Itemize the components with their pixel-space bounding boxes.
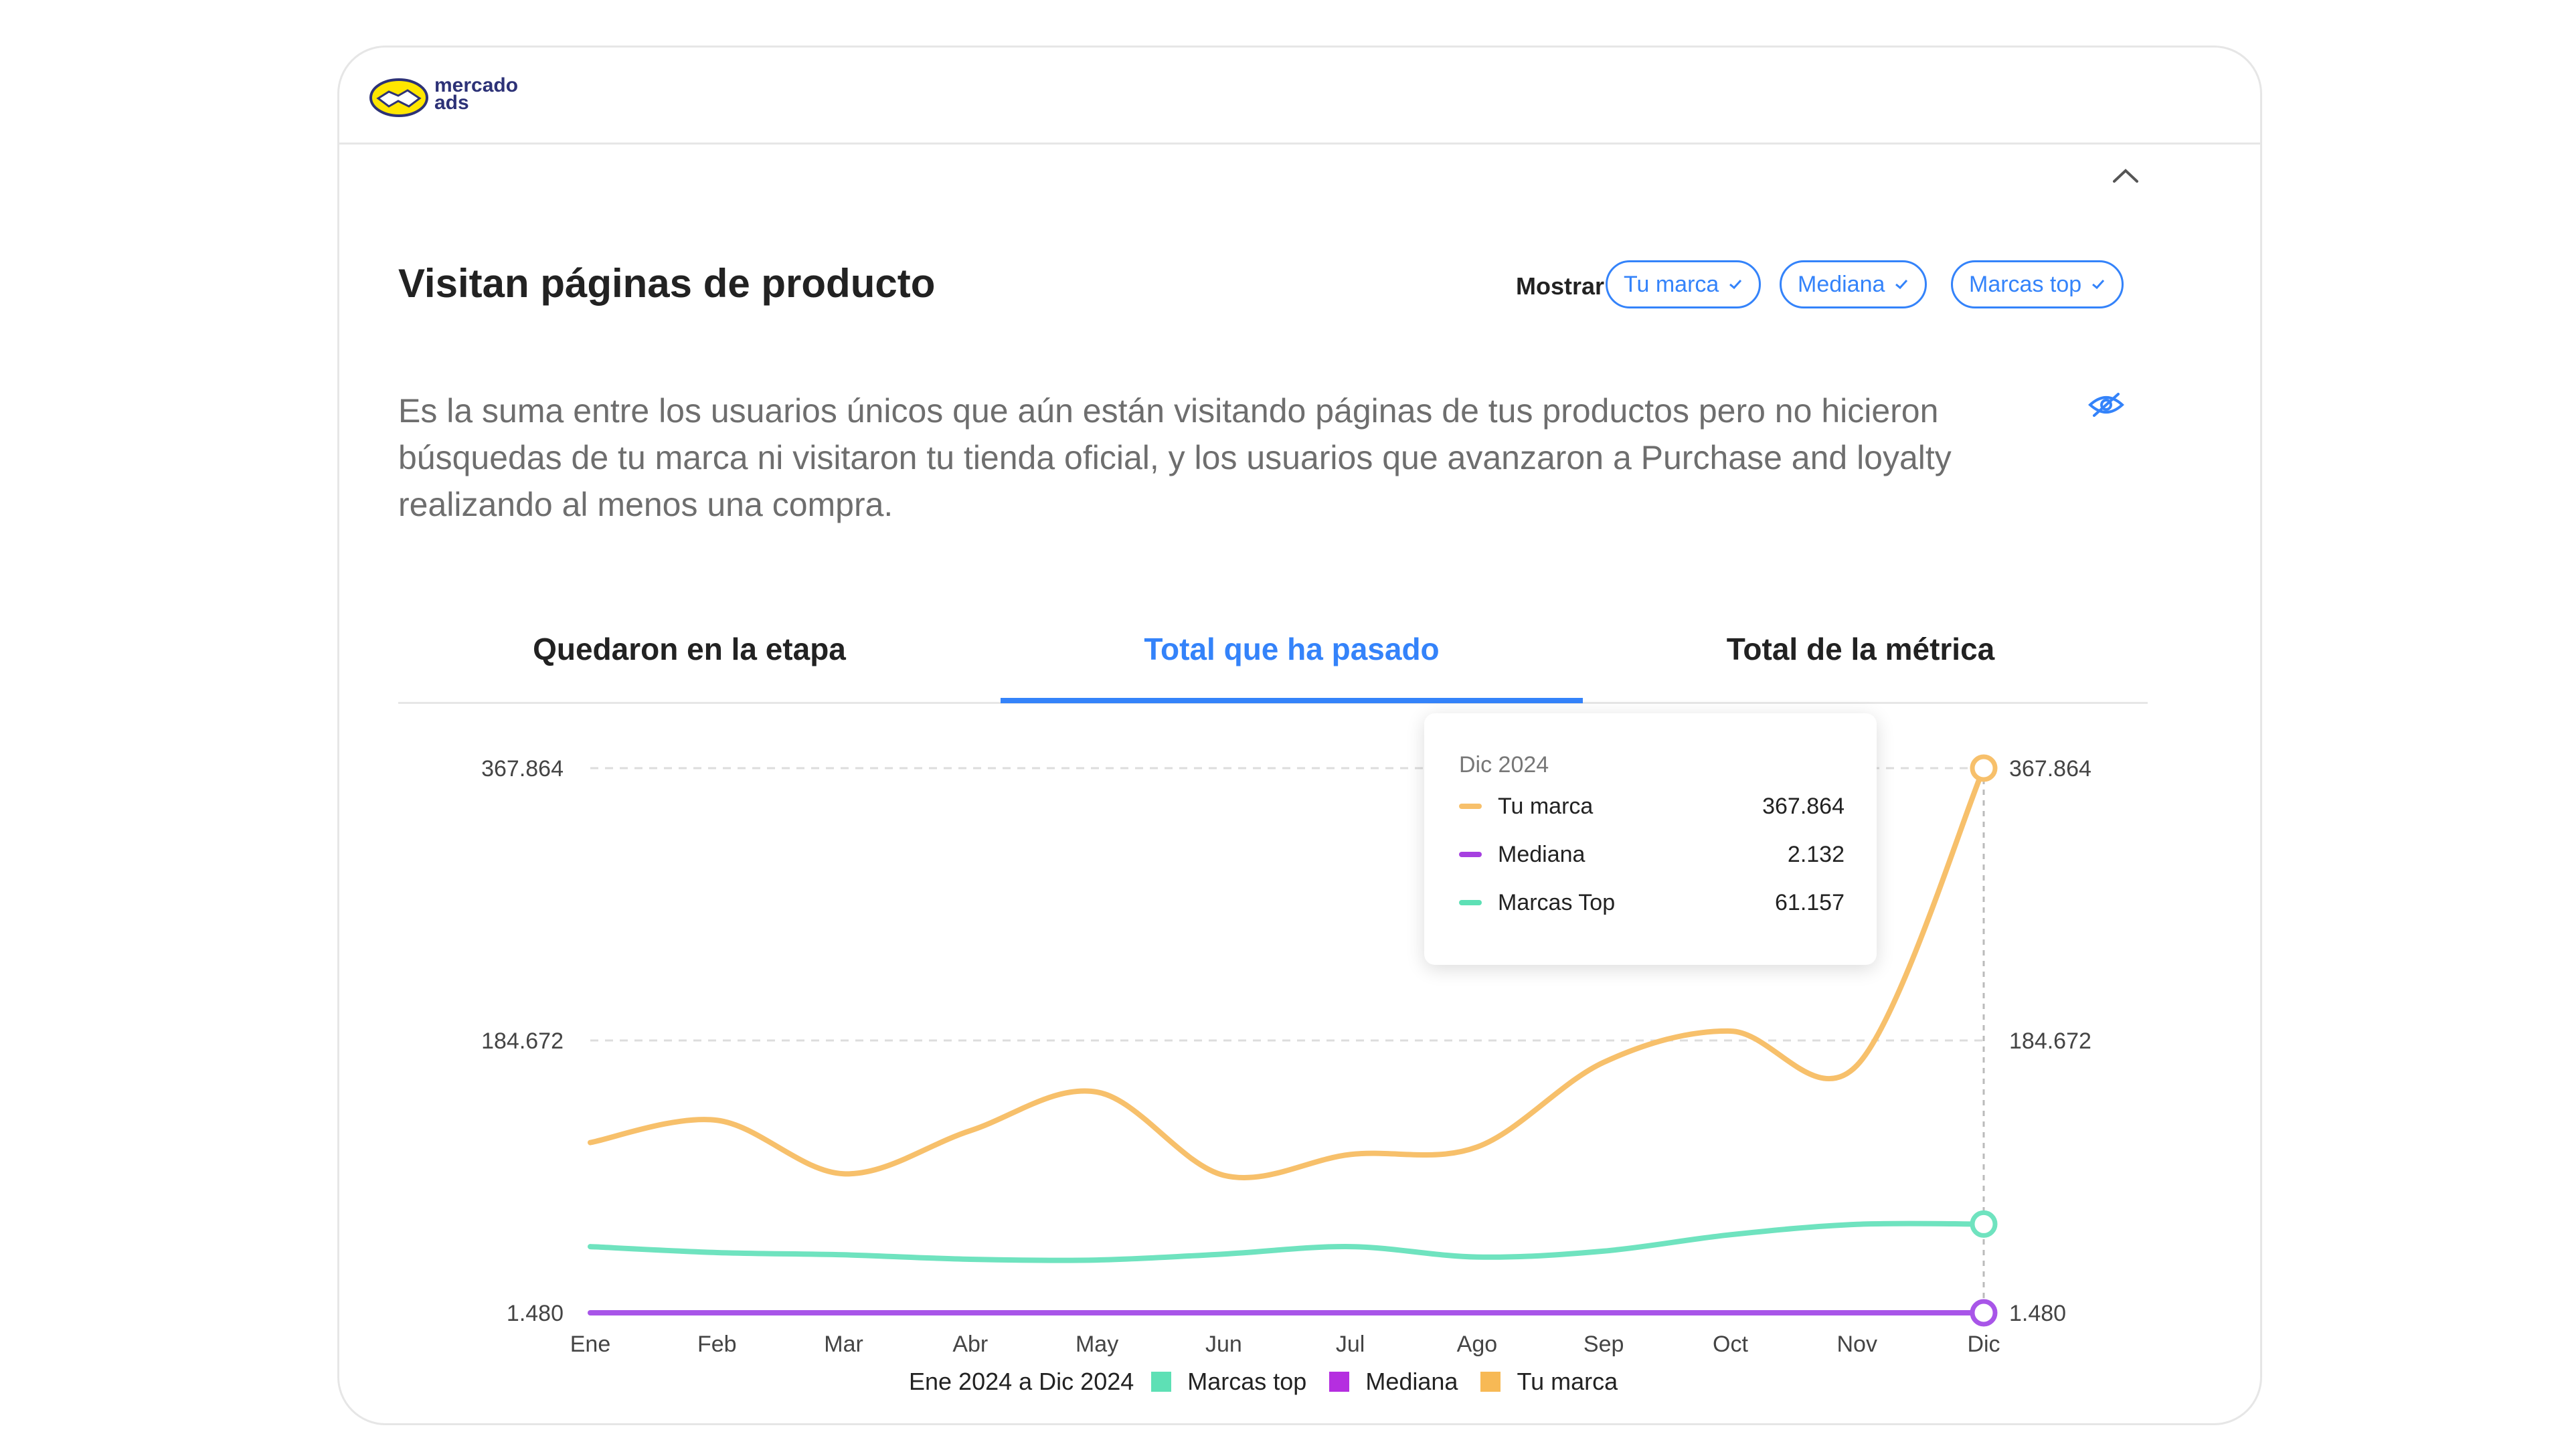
legend-swatch (1151, 1372, 1172, 1392)
tooltip-row-marcas-top: Marcas Top 61.157 (1459, 886, 1845, 919)
y-tick-label-right: 1.480 (2009, 1301, 2066, 1326)
y-tick-label-left: 184.672 (481, 1028, 564, 1054)
chip-label: Marcas top (1969, 271, 2082, 297)
legend-item-mediana[interactable]: Mediana (1329, 1368, 1458, 1396)
tooltip-series-value: 2.132 (1787, 841, 1845, 867)
tooltip-swatch (1459, 852, 1482, 857)
chip-marcas-top[interactable]: Marcas top (1951, 260, 2124, 308)
y-tick-label-left: 367.864 (481, 756, 564, 782)
tab-quedaron-en-la-etapa[interactable]: Quedaron en la etapa (533, 632, 846, 666)
series-line-marcas-top (588, 1220, 1986, 1263)
highlight-point-marcas-top (1970, 1210, 1998, 1238)
show-label: Mostrar (1516, 272, 1605, 300)
tooltip-title: Dic 2024 (1459, 752, 1549, 778)
legend-label: Mediana (1365, 1368, 1458, 1395)
highlight-point-tu-marca (1970, 754, 1998, 782)
x-tick-label: Mar (824, 1332, 863, 1357)
tooltip-swatch (1459, 804, 1482, 809)
tooltip-series-name: Tu marca (1498, 793, 1594, 819)
x-tick-label: Nov (1836, 1332, 1877, 1357)
tooltip-series-name: Mediana (1498, 841, 1586, 867)
legend-label: Marcas top (1187, 1368, 1307, 1395)
legend-swatch (1480, 1372, 1501, 1392)
x-tick-label: Feb (697, 1332, 737, 1357)
tooltip-row-mediana: Mediana 2.132 (1459, 838, 1845, 871)
x-tick-label: Sep (1583, 1332, 1624, 1357)
y-tick-label-left: 1.480 (507, 1301, 564, 1326)
card-title: Visitan páginas de producto (398, 261, 936, 306)
metric-description: Es la suma entre los usuarios únicos que… (398, 392, 1952, 523)
tooltip-series-value: 367.864 (1762, 793, 1845, 819)
chip-tu-marca[interactable]: Tu marca (1606, 260, 1762, 308)
mercado-ads-logo-icon (369, 78, 428, 117)
chip-label: Mediana (1798, 271, 1885, 297)
series-line-tu-marca (588, 765, 1986, 1180)
chart-tooltip: Dic 2024 Tu marca 367.864 Mediana 2.132 … (1424, 713, 1877, 965)
metric-card: mercado ads Visitan páginas de producto … (337, 46, 2262, 1425)
chip-mediana[interactable]: Mediana (1780, 260, 1928, 308)
tab-total-de-la-metrica[interactable]: Total de la métrica (1726, 632, 1995, 666)
y-tick-label-right: 184.672 (2009, 1028, 2091, 1054)
tooltip-row-tu-marca: Tu marca 367.864 (1459, 790, 1845, 823)
chip-label: Tu marca (1624, 271, 1719, 297)
metric-tabs: Quedaron en la etapa Total que ha pasado… (398, 616, 2148, 704)
brand-name-line1: mercado (434, 74, 519, 96)
chevron-up-icon[interactable] (2109, 165, 2142, 185)
legend-item-tu-marca[interactable]: Tu marca (1480, 1368, 1618, 1396)
y-tick-label-right: 367.864 (2009, 756, 2091, 782)
tooltip-series-name: Marcas Top (1498, 889, 1616, 915)
legend-label: Tu marca (1517, 1368, 1618, 1395)
tab-total-que-ha-pasado[interactable]: Total que ha pasado (1001, 616, 1583, 703)
x-tick-label: Ene (570, 1332, 611, 1357)
card-header: mercado ads (339, 48, 2260, 145)
x-tick-label: Ago (1457, 1332, 1498, 1357)
brand-name-line2: ads (434, 92, 469, 114)
x-tick-label: Oct (1713, 1332, 1748, 1357)
legend-swatch (1329, 1372, 1350, 1392)
brand-name: mercado ads (434, 74, 519, 114)
x-tick-label: Jul (1336, 1332, 1365, 1357)
tooltip-swatch (1459, 900, 1482, 905)
check-icon (1729, 279, 1742, 290)
x-tick-label: Jun (1205, 1332, 1242, 1357)
x-tick-label: May (1076, 1332, 1118, 1357)
x-tick-label: Dic (1967, 1332, 2000, 1357)
eye-off-icon[interactable] (2087, 390, 2125, 420)
check-icon (2092, 279, 2105, 290)
check-icon (1895, 279, 1908, 290)
x-tick-label: Abr (952, 1332, 988, 1357)
chart-legend: Ene 2024 a Dic 2024 Marcas top Mediana T… (909, 1365, 1640, 1398)
legend-item-marcas-top[interactable]: Marcas top (1151, 1368, 1306, 1396)
highlight-point-mediana (1970, 1299, 1998, 1327)
tooltip-series-value: 61.157 (1775, 889, 1845, 915)
legend-period: Ene 2024 a Dic 2024 (909, 1368, 1134, 1395)
